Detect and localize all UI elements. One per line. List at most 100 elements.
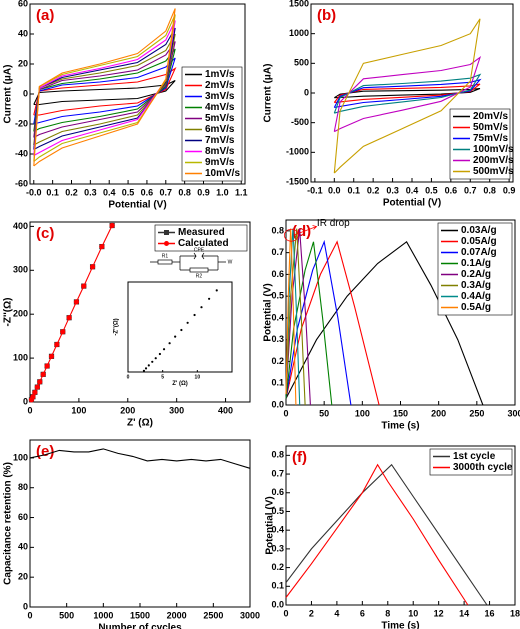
y-tick-label: 20 <box>18 58 28 68</box>
legend-label: 3mV/s <box>205 91 235 102</box>
y-tick-label: 0.2 <box>271 562 284 572</box>
x-tick-label: 50 <box>319 408 329 418</box>
y-tick-label: 100 <box>13 452 28 462</box>
x-tick-label: 0.8 <box>483 185 496 195</box>
y-tick-label: 1500 <box>289 0 309 8</box>
x-axis-label: Potential (V) <box>108 199 166 210</box>
circuit-resistor <box>157 259 173 265</box>
legend-label: 2mV/s <box>205 80 235 91</box>
x-tick-label: 0 <box>127 374 130 380</box>
x-tick-label: 10 <box>195 374 201 380</box>
y-tick-label: 0 <box>23 88 28 98</box>
x-tick-label: 150 <box>393 408 408 418</box>
y-tick-label: 0.7 <box>271 247 284 257</box>
panel-label: (a) <box>36 7 54 24</box>
y-tick-label: -500 <box>291 117 309 127</box>
x-tick-label: 250 <box>469 408 484 418</box>
x-axis-label: Z' (Ω) <box>127 417 153 428</box>
x-tick-label: 0.5 <box>425 185 438 195</box>
y-axis-label: Capacitance retention (%) <box>3 462 14 585</box>
data-point <box>37 379 43 385</box>
y-tick-label: 0.4 <box>271 525 284 535</box>
legend-label: 5mV/s <box>205 113 235 124</box>
series-line <box>333 83 481 104</box>
x-tick-label: 0.7 <box>160 187 173 197</box>
legend-label: 75mV/s <box>473 133 508 144</box>
data-point <box>174 335 177 338</box>
x-tick-label: 300 <box>507 408 520 418</box>
panel: 0 5 10 Z' (Ω) -Z''(Ω) <box>114 281 233 387</box>
legend-label: Measured <box>178 227 225 238</box>
x-tick-label: 10 <box>408 608 418 618</box>
y-tick-label: 0.4 <box>271 312 284 322</box>
x-tick-label: 2 <box>309 608 314 618</box>
series-line <box>33 80 176 106</box>
panel-label: (e) <box>36 443 54 460</box>
data-point <box>34 384 40 390</box>
plot-area <box>33 8 177 167</box>
annotation-circle <box>283 228 299 242</box>
legend-marker <box>164 230 169 235</box>
series-line <box>285 228 311 406</box>
legend-label: 0.4A/g <box>461 291 491 302</box>
legend-label: 6mV/s <box>205 124 235 135</box>
data-point <box>144 367 148 370</box>
data-point <box>180 328 183 332</box>
series-line <box>333 55 482 133</box>
circuit-label: R1 <box>162 253 169 259</box>
data-point <box>193 313 196 317</box>
series-line <box>285 241 333 406</box>
data-point <box>32 389 38 395</box>
x-tick-label: 100 <box>355 408 370 418</box>
series-line <box>333 73 482 114</box>
y-axis-label: Potential (V) <box>263 283 274 341</box>
plot-area <box>29 448 251 469</box>
x-tick-label: 0.2 <box>65 187 78 197</box>
y-tick-label: 0 <box>23 601 28 611</box>
circuit-label: W <box>228 259 233 265</box>
y-tick-label: 0.6 <box>271 487 284 497</box>
legend-label: 0.2A/g <box>461 269 491 280</box>
x-tick-label: 400 <box>218 405 233 415</box>
x-tick-label: 0.4 <box>103 187 116 197</box>
legend-label: 200mV/s <box>473 155 514 166</box>
x-tick-label: 100 <box>71 405 86 415</box>
circuit-resistor <box>189 267 209 273</box>
series-line <box>33 48 176 132</box>
x-axis-label: Time (s) <box>381 420 419 431</box>
x-tick-label: 500 <box>59 610 74 620</box>
data-point <box>48 353 55 359</box>
plot-frame <box>29 439 251 608</box>
panel: 0 500 1000 1500 2000 2500 3000 0 20 40 60 80 100 Numb… <box>3 439 260 629</box>
data-point <box>154 357 157 360</box>
legend-label: 0.5A/g <box>461 302 491 313</box>
legend-marker <box>164 241 169 246</box>
data-point <box>40 371 46 377</box>
series-line <box>285 228 297 406</box>
legend-label: 10mV/s <box>205 168 240 179</box>
panel-label: (b) <box>317 7 336 24</box>
x-tick-label: 0 <box>283 608 288 618</box>
y-tick-label: 0.0 <box>271 399 284 409</box>
series-line <box>33 8 176 167</box>
data-point <box>186 321 189 324</box>
panel-label: (f) <box>292 449 307 466</box>
x-tick-label: 0.8 <box>178 187 191 197</box>
x-tick-label: 0.2 <box>367 185 380 195</box>
y-tick-label: 20 <box>18 572 28 582</box>
x-tick-label: 2000 <box>167 610 187 620</box>
y-tick-label: 1000 <box>289 28 309 38</box>
y-tick-label: 80 <box>18 482 28 492</box>
x-tick-label: 0.0 <box>328 185 341 195</box>
x-tick-label: 200 <box>120 405 135 415</box>
plot-frame <box>285 445 516 606</box>
series-line <box>33 33 176 146</box>
plot-area <box>142 289 218 372</box>
legend-label: 50mV/s <box>473 122 508 133</box>
data-point <box>99 243 105 250</box>
x-tick-label: 4 <box>334 608 339 618</box>
x-tick-label: 1000 <box>93 610 113 620</box>
x-tick-label: 0.1 <box>46 187 59 197</box>
legend-label: 0.03A/g <box>461 225 497 236</box>
y-tick-label: 0.5 <box>271 291 284 301</box>
